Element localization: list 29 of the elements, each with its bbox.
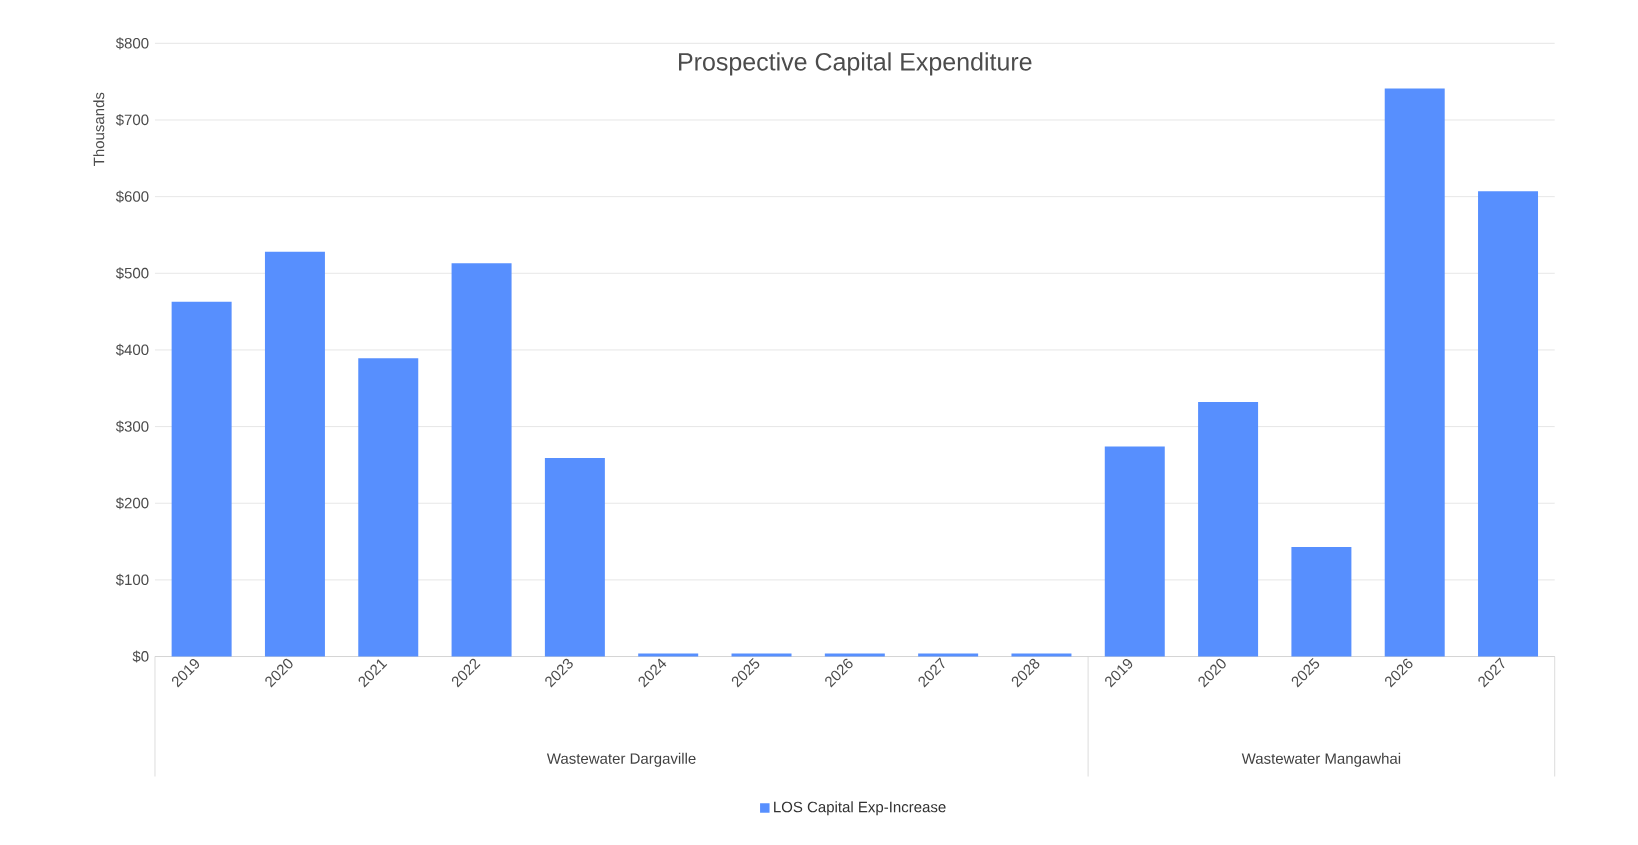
y-tick-label: $100 — [115, 573, 149, 587]
bar — [1478, 191, 1539, 657]
text: Wastewater Mangawhai — [1241, 752, 1401, 767]
bar — [918, 653, 979, 657]
bar — [171, 301, 232, 657]
bar — [1198, 402, 1259, 657]
bar — [1011, 653, 1072, 657]
bar — [1384, 88, 1445, 657]
bar — [731, 653, 792, 657]
bar — [638, 653, 699, 657]
y-axis-title: Thousands — [93, 92, 105, 167]
bar — [824, 653, 885, 657]
bar — [544, 458, 605, 657]
legend-label: LOS Capital Exp-Increase — [774, 801, 946, 816]
text: Wastewater Dargaville — [546, 752, 696, 767]
y-tick-label: $600 — [115, 190, 149, 203]
bar — [1291, 547, 1352, 657]
bar — [358, 358, 419, 657]
bar — [264, 251, 325, 657]
y-tick-label: $700 — [115, 113, 149, 127]
y-tick-label: $200 — [115, 497, 149, 510]
y-tick-label: $800 — [115, 37, 149, 50]
bar — [1104, 446, 1165, 657]
chart-title: Prospective Capital Expenditure — [679, 52, 1032, 76]
bar — [451, 263, 512, 657]
y-tick-label: $500 — [115, 267, 149, 280]
y-tick-label: $400 — [115, 343, 149, 357]
y-tick-label: $300 — [115, 420, 149, 433]
y-tick-label: $0 — [132, 650, 149, 663]
